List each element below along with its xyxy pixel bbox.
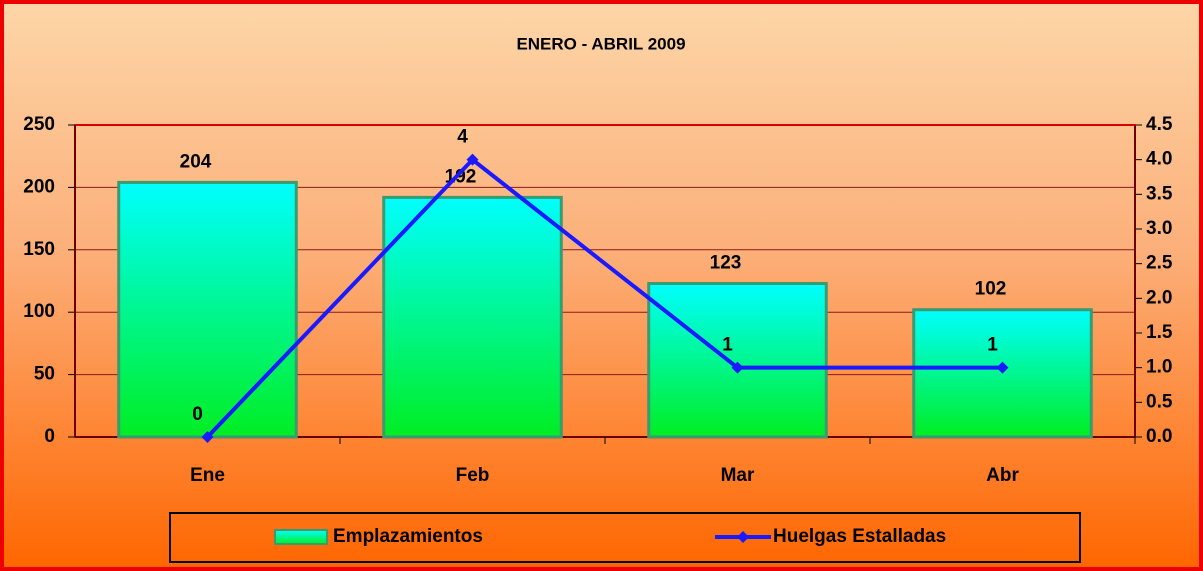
x-tick-label: Abr bbox=[986, 465, 1019, 486]
y2-tick-label: 3.0 bbox=[1146, 218, 1172, 239]
y-tick-label: 250 bbox=[23, 114, 55, 135]
marker bbox=[201, 431, 214, 443]
y2-tick-label: 2.5 bbox=[1146, 253, 1173, 274]
data-label: 102 bbox=[975, 279, 1007, 300]
legend-marker bbox=[737, 531, 749, 543]
y2-tick-label: 1.5 bbox=[1146, 322, 1173, 343]
y2-tick-label: 3.5 bbox=[1146, 183, 1173, 204]
x-tick-label: Mar bbox=[721, 465, 755, 486]
bar bbox=[382, 195, 563, 439]
bar bbox=[117, 180, 298, 439]
marker bbox=[996, 361, 1009, 374]
data-label: 204 bbox=[180, 151, 212, 172]
x-tick-label: Feb bbox=[456, 465, 490, 486]
data-label: 0 bbox=[192, 404, 203, 425]
bar bbox=[647, 281, 828, 439]
marker bbox=[731, 361, 744, 374]
data-label: 123 bbox=[710, 253, 742, 274]
data-label: 1 bbox=[987, 335, 998, 356]
chart-title: ENERO - ABRIL 2009 bbox=[516, 34, 685, 53]
data-label: 4 bbox=[457, 127, 468, 148]
y2-tick-label: 0.5 bbox=[1146, 391, 1173, 412]
line bbox=[206, 156, 1003, 439]
y2-tick-label: 1.0 bbox=[1146, 357, 1172, 378]
y2-tick-label: 4.0 bbox=[1146, 149, 1172, 170]
y-tick-label: 0 bbox=[44, 426, 55, 447]
y2-tick-label: 4.5 bbox=[1146, 114, 1173, 135]
marker bbox=[466, 153, 479, 166]
y-tick-label: 50 bbox=[34, 364, 55, 385]
data-label: 1 bbox=[722, 335, 733, 356]
legend-label: Emplazamientos bbox=[333, 526, 483, 547]
y-tick-label: 200 bbox=[23, 176, 55, 197]
legend-box bbox=[169, 512, 1081, 563]
legend-label: Huelgas Estalladas bbox=[773, 526, 946, 547]
y-tick-label: 100 bbox=[23, 301, 55, 322]
y2-tick-label: 2.0 bbox=[1146, 287, 1172, 308]
y-tick-label: 150 bbox=[23, 239, 55, 260]
legend-swatch bbox=[274, 529, 328, 545]
x-tick-label: Ene bbox=[190, 465, 225, 486]
y2-tick-label: 0.0 bbox=[1146, 426, 1172, 447]
